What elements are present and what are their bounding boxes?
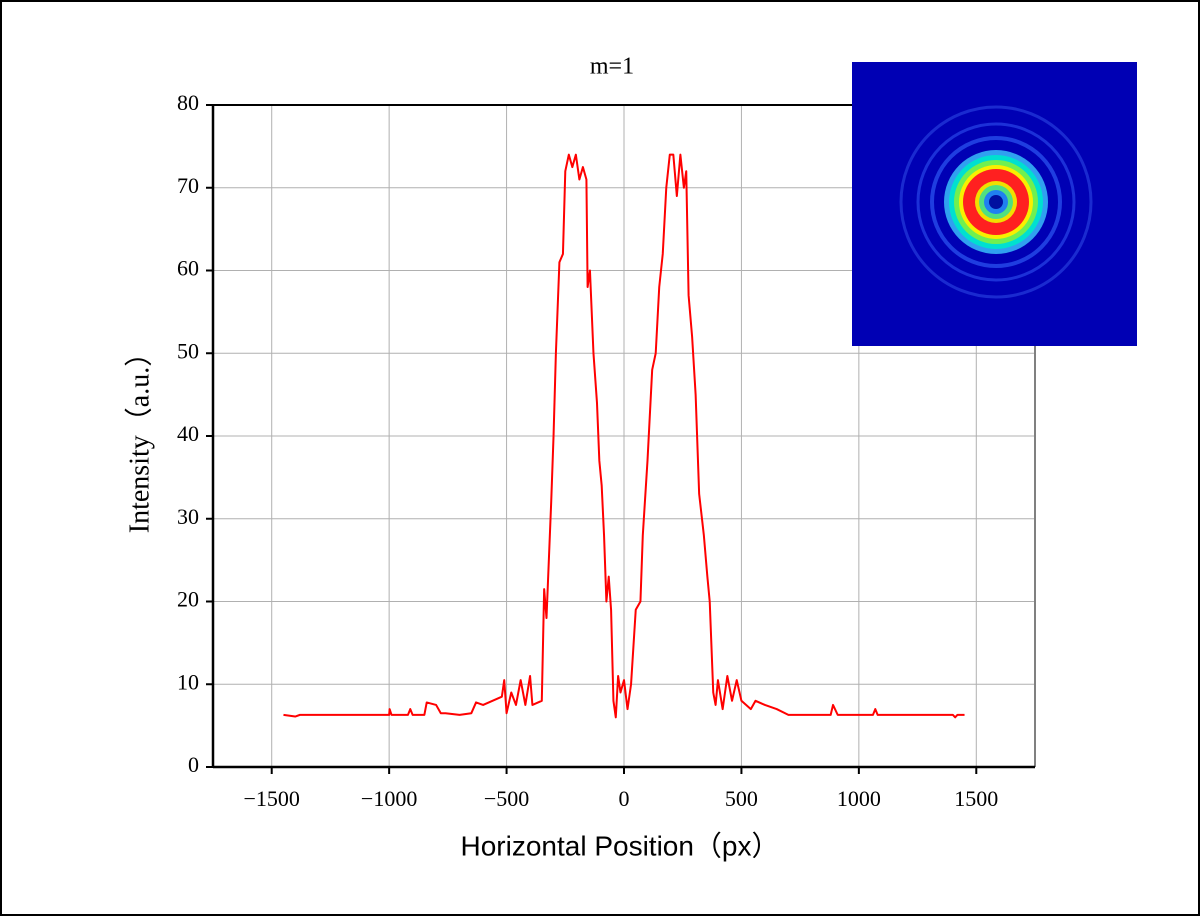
data-line [283, 153, 965, 719]
chart-title: m=1 [590, 54, 634, 80]
y-tick-label: 80 [177, 90, 199, 115]
y-tick-label: 50 [177, 338, 199, 363]
x-tick-label: −500 [484, 786, 529, 811]
x-tick-label: 0 [619, 786, 630, 811]
inset-image [852, 62, 1137, 346]
y-tick-label: 0 [188, 752, 199, 777]
y-tick-label: 40 [177, 421, 199, 446]
y-tick-label: 60 [177, 256, 199, 281]
y-tick-label: 70 [177, 173, 199, 198]
grid [206, 104, 1036, 774]
y-tick-label: 10 [177, 669, 199, 694]
plot [283, 153, 965, 719]
y-tick-label: 30 [177, 504, 199, 529]
x-tick-label: 500 [725, 786, 758, 811]
x-tick-label: 1500 [954, 786, 998, 811]
y-tick-label: 20 [177, 587, 199, 612]
y-axis-label: Intensity（a.u.） [123, 339, 155, 533]
x-tick-label: 1000 [837, 786, 881, 811]
x-tick-label: −1000 [361, 786, 417, 811]
x-axis-label: Horizontal Position（px） [460, 830, 779, 861]
x-tick-label: −1500 [244, 786, 300, 811]
